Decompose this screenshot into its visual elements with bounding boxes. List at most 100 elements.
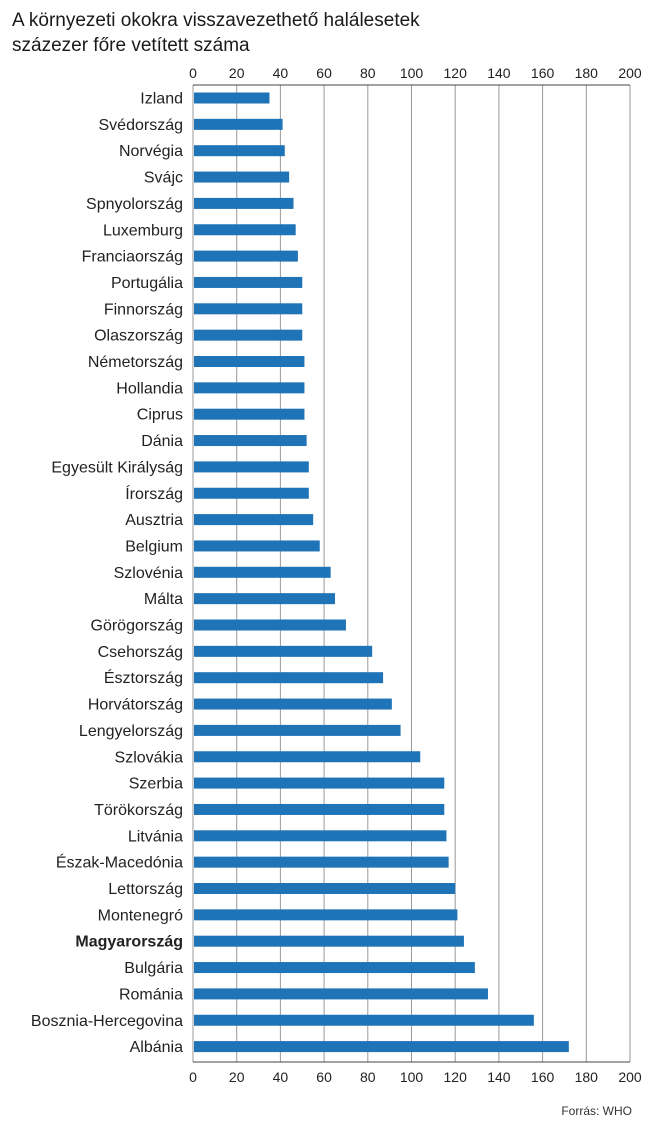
chart-title-line1: A környezeti okokra visszavezethető halá… (12, 10, 420, 31)
category-label: Észtország (104, 668, 183, 687)
category-label: Németország (88, 354, 183, 371)
bar (194, 408, 305, 420)
category-label: Románia (119, 986, 183, 1003)
bar (194, 250, 298, 262)
bar (194, 540, 320, 552)
chart-title-line2: százezer főre vetített száma (12, 35, 250, 56)
bar (194, 566, 331, 578)
category-label: Csehország (98, 644, 183, 661)
x-tick-label-top: 120 (444, 65, 468, 81)
category-label: Spnyolország (86, 196, 183, 213)
category-label: Luxemburg (103, 222, 183, 239)
bar (194, 171, 290, 183)
category-label: Finnország (104, 301, 183, 318)
x-tick-label-bottom: 60 (316, 1069, 332, 1085)
category-label: Montenegró (98, 907, 183, 924)
category-label: Svájc (144, 170, 183, 187)
x-tick-label-top: 160 (531, 65, 555, 81)
x-tick-label-top: 100 (400, 65, 424, 81)
category-label: Egyesült Királyság (51, 459, 183, 476)
bar (194, 593, 336, 605)
bar (194, 962, 475, 974)
x-tick-label-bottom: 180 (575, 1069, 599, 1085)
category-label: Albánia (130, 1039, 183, 1056)
bar (194, 329, 303, 341)
bar (194, 118, 283, 130)
x-tick-label-bottom: 0 (189, 1069, 197, 1085)
bar (194, 92, 270, 104)
bar (194, 461, 309, 473)
category-label: Bosznia-Hercegovina (31, 1013, 183, 1030)
x-tick-label-top: 140 (487, 65, 511, 81)
category-label: Törökország (94, 802, 183, 819)
bar (194, 1014, 534, 1026)
bar (194, 224, 296, 236)
category-label: Bulgária (124, 960, 183, 977)
bar (194, 856, 449, 868)
category-label: Dánia (141, 433, 183, 450)
category-label: Lengyelország (79, 723, 183, 740)
category-label: Lettország (108, 881, 183, 898)
category-label: Norvégia (119, 143, 183, 160)
x-tick-label-top: 40 (273, 65, 289, 81)
x-tick-label-top: 20 (229, 65, 245, 81)
category-label: Hollandia (116, 380, 183, 397)
category-label: Magyarország (75, 934, 183, 951)
bar (194, 619, 346, 631)
category-labels: Izland Svédország Norvégia Svájc Spnyolorszá… (31, 91, 183, 1057)
bar (194, 356, 305, 367)
category-label: Szlovénia (114, 565, 183, 582)
gridlines (192, 84, 631, 1063)
source-note: Forrás: WHO (561, 1104, 632, 1118)
x-tick-label-top: 60 (316, 65, 332, 81)
bar (194, 698, 392, 710)
bar (194, 145, 285, 157)
bar (194, 724, 401, 736)
category-label: Ausztria (125, 512, 183, 529)
category-label: Szlovákia (115, 749, 184, 766)
category-label: Szerbia (129, 776, 183, 793)
category-label: Portugália (111, 275, 183, 292)
x-tick-label-bottom: 20 (229, 1069, 245, 1085)
bars (194, 92, 569, 1053)
x-tick-label-bottom: 40 (273, 1069, 289, 1085)
x-tick-label-top: 200 (618, 65, 642, 81)
category-label: Horvátország (88, 697, 183, 714)
x-tick-label-bottom: 160 (531, 1069, 555, 1085)
bar (194, 751, 421, 763)
category-label: Észak-Macedónia (56, 853, 183, 872)
x-tick-label-bottom: 200 (618, 1069, 642, 1085)
category-label: Svédország (99, 117, 184, 134)
x-tick-label-bottom: 120 (444, 1069, 468, 1085)
category-label: Málta (144, 591, 183, 608)
chart-title: A környezeti okokra visszavezethető halá… (12, 8, 632, 58)
bar (194, 276, 303, 288)
bar (194, 830, 447, 842)
category-label: Görögország (91, 618, 184, 635)
bar (194, 303, 303, 315)
bar (194, 883, 456, 894)
category-label: Írország (125, 484, 183, 503)
x-tick-label-bottom: 100 (400, 1069, 424, 1085)
x-tick-label-top: 80 (360, 65, 376, 81)
bar (194, 1041, 569, 1053)
category-label: Belgium (125, 538, 183, 555)
bar (194, 988, 488, 1000)
axis-ticks: 0 0 20 20 40 40 60 60 80 80 100 100 120 120 140 140 160 1… (189, 65, 642, 1085)
bar (194, 672, 384, 684)
bar (194, 645, 373, 657)
bar (194, 909, 458, 921)
bar (194, 197, 294, 209)
category-label: Izland (140, 91, 183, 108)
category-label: Olaszország (94, 328, 183, 345)
x-tick-label-top: 180 (575, 65, 599, 81)
bar (194, 935, 464, 947)
x-tick-label-bottom: 140 (487, 1069, 511, 1085)
category-label: Litvánia (128, 828, 183, 845)
bar (194, 777, 445, 789)
bar (194, 435, 307, 447)
x-tick-label-bottom: 80 (360, 1069, 376, 1085)
bar (194, 803, 445, 815)
x-tick-label-top: 0 (189, 65, 197, 81)
